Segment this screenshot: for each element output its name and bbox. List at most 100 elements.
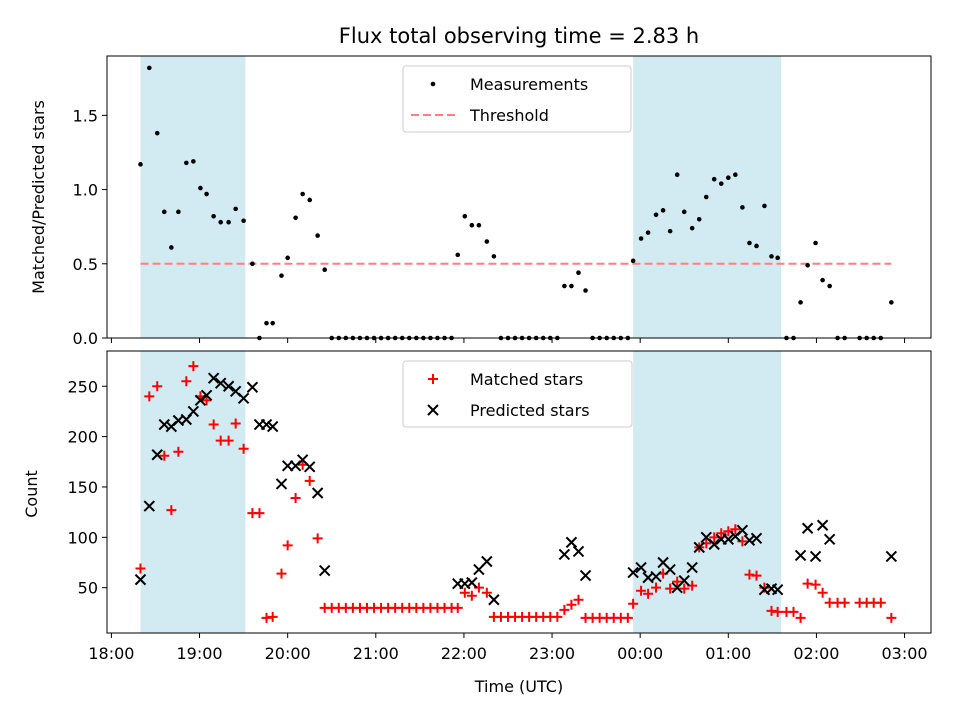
measurement-point	[703, 194, 709, 200]
x-tick-label: 22:00	[441, 644, 487, 663]
measurement-point	[769, 254, 774, 259]
measurement-point	[638, 236, 644, 241]
measurement-point	[491, 254, 497, 259]
matched-point	[144, 391, 155, 402]
x-tick-label: 20:00	[265, 644, 311, 663]
matched-point	[230, 418, 241, 429]
measurement-point	[740, 205, 745, 210]
measurement-point	[293, 215, 298, 221]
measurement-point	[718, 181, 724, 186]
count-panel: 50 100 150 200 250 18:00 19:00 20:00 21:00 22:00 2…	[67, 350, 932, 663]
measurement-point	[198, 185, 203, 191]
predicted-point	[303, 461, 316, 473]
measurement-point	[711, 176, 717, 182]
measurement-point	[569, 283, 574, 289]
measurement-point	[562, 283, 567, 289]
predicted-point	[693, 541, 705, 554]
x-tick-label: 03:00	[882, 644, 928, 663]
ratio-y-axis-label: Matched/Predicted stars	[29, 100, 48, 294]
measurement-point	[176, 209, 181, 215]
measurement-point	[161, 209, 167, 215]
matched-point	[135, 563, 146, 574]
legend-label: Threshold	[469, 106, 549, 125]
matched-point	[665, 583, 676, 594]
shaded-interval-0	[140, 351, 246, 633]
matched-point	[766, 605, 777, 616]
predicted-point	[187, 405, 200, 418]
measurement-point	[660, 208, 666, 213]
predicted-point	[481, 555, 493, 568]
measurement-point	[270, 320, 275, 326]
matched-point	[459, 587, 470, 598]
series-measurements	[138, 65, 894, 341]
y-tick-label: 100	[67, 528, 98, 547]
measurement-point	[754, 243, 759, 249]
matched-point	[552, 611, 563, 622]
measurement-point	[138, 162, 143, 167]
predicted-point	[686, 561, 698, 574]
predicted-point	[664, 563, 676, 576]
predicted-point	[771, 583, 784, 596]
matched-point	[166, 505, 177, 516]
measurement-point	[184, 160, 189, 166]
matched-point	[254, 508, 265, 519]
measurement-point	[455, 252, 461, 258]
matched-point	[173, 446, 184, 457]
matched-point	[312, 533, 323, 544]
predicted-point	[816, 519, 829, 531]
count-y-axis-label: Count	[22, 470, 41, 518]
predicted-point	[237, 392, 250, 405]
matched-point	[886, 612, 897, 623]
x-tick-label: 01:00	[705, 644, 751, 663]
measurement-point	[264, 320, 269, 326]
measurement-point	[674, 172, 680, 178]
predicted-point	[266, 420, 279, 433]
shaded-interval-0	[140, 56, 246, 338]
plot-frame	[106, 55, 932, 339]
measurement-point	[315, 233, 320, 238]
measurement-point	[667, 228, 673, 234]
measurement-point	[469, 222, 475, 228]
predicted-point	[579, 569, 592, 582]
matched-point	[672, 576, 683, 587]
matched-point	[481, 587, 492, 598]
matched-point	[473, 582, 484, 593]
measurement-point	[747, 240, 752, 246]
y-tick-label: 250	[67, 377, 98, 396]
measurement-point	[681, 209, 687, 215]
measurement-point	[653, 212, 659, 218]
measurement-point	[147, 65, 152, 71]
shaded-interval-1	[633, 351, 782, 633]
measurement-point	[169, 245, 174, 250]
matched-point	[223, 435, 234, 446]
matched-point	[795, 612, 806, 623]
measurement-point	[696, 216, 702, 222]
matched-point	[810, 579, 821, 590]
matched-point	[208, 419, 219, 430]
matched-point	[744, 569, 755, 580]
predicted-point	[743, 534, 756, 547]
measurement-point	[218, 219, 223, 225]
predicted-point	[722, 533, 735, 546]
predicted-point	[488, 594, 500, 606]
measurement-point	[889, 300, 894, 305]
legend-label: Predicted stars	[470, 401, 590, 420]
matched-point	[788, 606, 799, 617]
matched-point	[839, 597, 850, 608]
legend-label: Measurements	[470, 75, 588, 94]
measurement-point	[798, 300, 803, 305]
matched-point	[559, 604, 570, 615]
matched-point	[730, 524, 741, 535]
matched-point	[751, 570, 762, 581]
predicted-point	[678, 574, 690, 587]
matched-point	[152, 381, 163, 392]
measurement-point	[805, 262, 810, 268]
matched-point	[267, 611, 278, 622]
matched-point	[566, 599, 577, 610]
series-matched-stars	[135, 361, 897, 623]
measurement-point	[813, 240, 818, 246]
predicted-point	[200, 389, 213, 402]
measurement-point	[689, 225, 695, 231]
y-tick-label: 1.5	[73, 106, 98, 125]
y-tick-label: 1.0	[73, 181, 98, 200]
